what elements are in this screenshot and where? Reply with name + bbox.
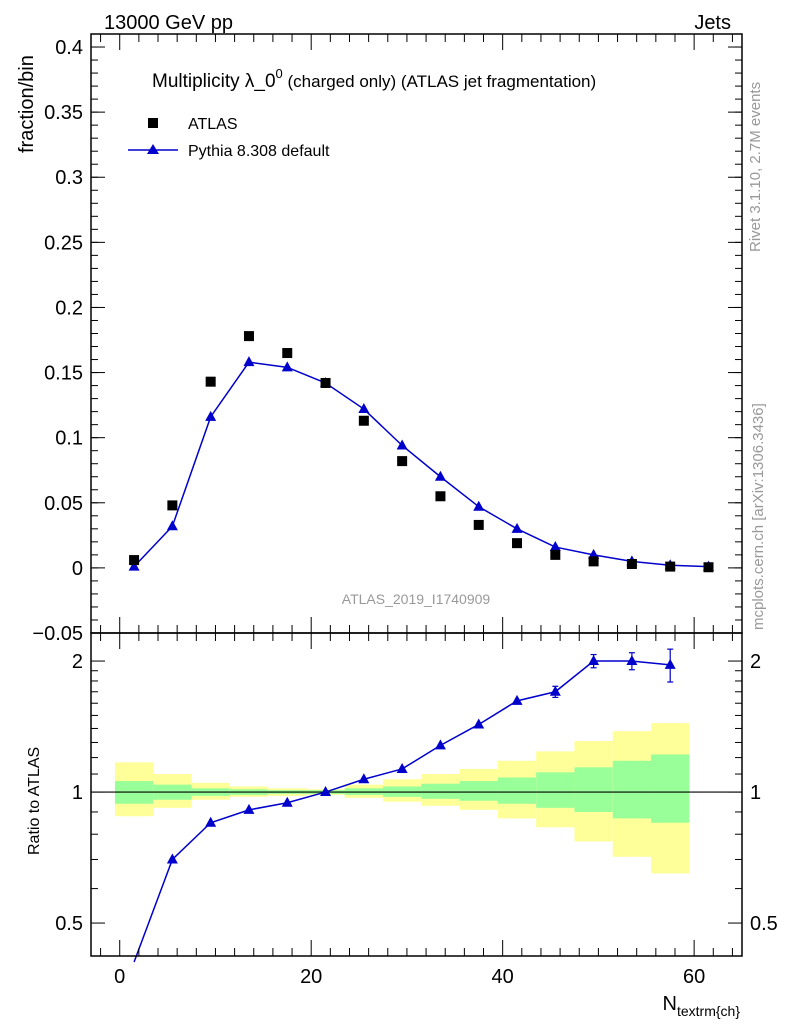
pythia-point [128, 560, 140, 571]
legend-marker-pythia [147, 144, 159, 154]
main-y-tick-label: 0.1 [55, 428, 83, 450]
ratio-pythia-point [434, 739, 446, 750]
ratio-y-tick-label-right: 1 [750, 782, 761, 804]
main-y-tick-label: 0.35 [44, 102, 83, 124]
atlas-point [243, 331, 254, 342]
uncertainty-band-inner [651, 754, 690, 823]
uncertainty-band-inner [536, 772, 575, 808]
atlas-point [473, 519, 484, 530]
ratio-pythia-point [588, 655, 600, 666]
atlas-point [129, 555, 140, 566]
atlas-point [205, 376, 216, 387]
ratio-pythia-point [281, 796, 293, 807]
main-y-axis-title: fraction/bin [16, 55, 38, 153]
main-y-tick-label: 0.05 [44, 493, 83, 515]
uncertainty-band-inner [574, 767, 613, 812]
ratio-panel: 0.5 0.5 1 1 2 2 0 20 40 60 Ratio to ATLAS Ntextr… [26, 632, 778, 1019]
pythia-point [243, 356, 255, 367]
atlas-point [435, 491, 446, 502]
x-tick-label: 40 [492, 966, 514, 988]
mcplots-label: mcplots.cern.ch [arXiv:1306.3436] [750, 403, 767, 630]
jets-label: Jets [694, 12, 731, 34]
pythia-point [205, 410, 217, 421]
ratio-y-axis-title: Ratio to ATLAS [26, 747, 43, 855]
main-y-tick-label: 0.4 [55, 37, 83, 59]
title-main: Multiplicity λ_0 [152, 71, 276, 92]
pythia-line [133, 361, 709, 568]
main-y-tick-label: 0 [72, 558, 83, 580]
main-y-tick-label: 0.15 [44, 363, 83, 385]
x-axis-title: Ntextrm{ch} [663, 993, 741, 1019]
atlas-point [703, 562, 714, 573]
main-y-tick-label: 0.25 [44, 232, 83, 254]
ratio-frame [90, 632, 743, 957]
pythia-point [473, 500, 485, 511]
pythia-point [358, 403, 370, 414]
main-y-tick-label: 0.3 [55, 167, 83, 189]
x-tick-label: 20 [300, 966, 322, 988]
x-tick-label: 0 [114, 966, 125, 988]
legend-label-pythia: Pythia 8.308 default [188, 143, 330, 160]
main-y-tick-label: 0.2 [55, 297, 83, 319]
pythia-point [396, 439, 408, 450]
x-axis-title-main: N [663, 993, 677, 1015]
main-y-tick-label: −0.05 [32, 623, 83, 645]
rivet-version-label: Rivet 3.1.10, 2.7M events [747, 82, 764, 252]
main-title: Multiplicity λ_00 (charged only) (ATLAS … [152, 66, 596, 92]
pythia-point [434, 470, 446, 481]
legend: ATLAS Pythia 8.308 default [128, 116, 330, 160]
pythia-point [511, 522, 523, 533]
ratio-y-tick-label: 1 [72, 782, 83, 804]
atlas-point [512, 538, 523, 549]
atlas-point [588, 556, 599, 567]
ratio-pythia-point [511, 694, 523, 705]
ratio-pythia-point [243, 803, 255, 814]
energy-label: 13000 GeV pp [104, 12, 233, 34]
pythia-point [588, 548, 600, 559]
ratio-y-tick-label-right: 2 [750, 651, 761, 673]
uncertainty-band-inner [497, 777, 537, 804]
ratio-pythia-point [664, 658, 676, 669]
ratio-y-tick-label: 2 [72, 651, 83, 673]
atlas-point [320, 377, 331, 388]
ratio-pythia-point [626, 655, 638, 666]
main-panel: −0.05 0 0.05 0.1 0.15 0.2 0.25 0.3 0.35 0.4 Multi… [16, 33, 743, 645]
uncertainty-band-inner [612, 760, 652, 819]
pythia-point [166, 520, 178, 531]
atlas-point [626, 558, 637, 569]
atlas-point [550, 549, 561, 560]
ratio-pythia-point [473, 718, 485, 729]
ratio-y-tick-label: 0.5 [55, 913, 83, 935]
ratio-y-tick-label-right: 0.5 [750, 913, 778, 935]
atlas-point [665, 561, 676, 572]
legend-marker-atlas [148, 118, 158, 128]
atlas-point [397, 456, 408, 467]
title-superscript: 0 [276, 66, 283, 81]
ratio-pythia-point [549, 685, 561, 696]
x-tick-label: 60 [683, 966, 705, 988]
uncertainty-band-inner [421, 783, 460, 799]
ratio-pythia-point [205, 816, 217, 827]
legend-label-atlas: ATLAS [188, 116, 238, 133]
atlas-point [282, 348, 293, 359]
pythia-point [281, 361, 293, 372]
atlas-point [167, 500, 178, 511]
watermark-label: ATLAS_2019_I1740909 [342, 591, 491, 607]
title-rest: (charged only) (ATLAS jet fragmentation) [283, 72, 596, 91]
uncertainty-band-inner [459, 781, 498, 801]
ratio-pythia-point [358, 773, 370, 784]
atlas-point [358, 415, 369, 426]
pythia-point [549, 541, 561, 552]
x-axis-title-sub: textrm{ch} [677, 1003, 740, 1019]
ratio-pythia-point [396, 762, 408, 773]
ratio-pythia-point [166, 853, 178, 864]
ratio-pythia-point [320, 786, 332, 797]
